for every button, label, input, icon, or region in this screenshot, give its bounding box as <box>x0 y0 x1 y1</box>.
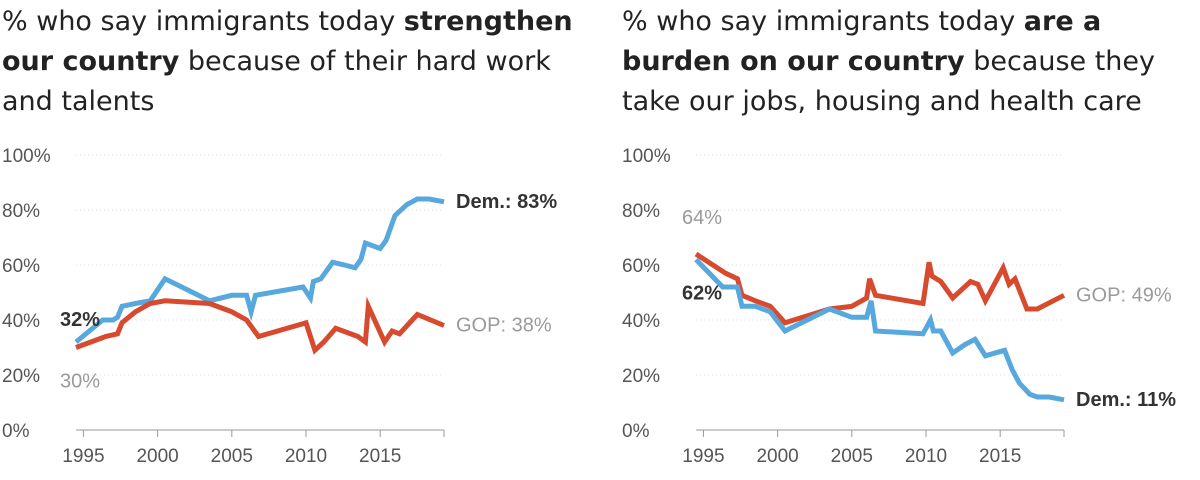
x-tick-label: 2000 <box>756 446 798 467</box>
label-gop-start: 30% <box>60 371 100 393</box>
line-chart-strengthen: 0% 20% 40% 60% 80% 100% 1995 2000 2005 2010 2015 30… <box>2 146 557 467</box>
label-dem-end: Dem.: 83% <box>456 191 557 213</box>
label-gop-end: GOP: 38% <box>456 315 552 337</box>
title-part: because they take our jobs, housing and … <box>622 46 1155 117</box>
left-chart-panel: % who say immigrants today strengthen ou… <box>2 2 592 467</box>
label-dem-end: Dem.: 11% <box>1076 389 1176 411</box>
label-dem-start: 32% <box>60 309 100 331</box>
y-tick-label: 20% <box>622 366 660 387</box>
chart-title: % who say immigrants today strengthen ou… <box>2 2 592 122</box>
label-dem-start: 62% <box>682 283 722 305</box>
y-tick-label: 80% <box>2 201 40 222</box>
x-tick-label: 2005 <box>831 446 873 467</box>
y-tick-label: 0% <box>622 421 650 442</box>
y-tick-label: 0% <box>2 421 30 442</box>
line-chart-burden: 0% 20% 40% 60% 80% 100% 1995 2000 2005 2010 2015 64… <box>622 146 1176 467</box>
label-gop-start: 64% <box>682 207 722 229</box>
y-tick-label: 60% <box>622 256 660 277</box>
title-part: because of their hard work and talents <box>2 46 551 117</box>
series-line-dem <box>74 196 445 344</box>
y-tick-label: 80% <box>622 201 660 222</box>
series-line-dem <box>694 257 1065 403</box>
y-tick-label: 100% <box>2 146 51 167</box>
y-tick-label: 100% <box>622 146 671 167</box>
x-tick-label: 2005 <box>211 446 253 467</box>
x-tick-label: 2015 <box>979 446 1021 467</box>
y-tick-label: 40% <box>622 311 660 332</box>
series-line-gop <box>75 296 445 355</box>
title-part: % who say immigrants today <box>2 6 404 37</box>
y-tick-label: 60% <box>2 256 40 277</box>
x-tick-label: 2000 <box>136 446 178 467</box>
label-gop-end: GOP: 49% <box>1076 284 1172 306</box>
right-chart-panel: % who say immigrants today are a burden … <box>620 0 1200 480</box>
title-part-bold: strengthen our country <box>2 6 573 77</box>
x-tick-label: 2010 <box>285 446 327 467</box>
title-part-bold: are a burden on our country <box>622 6 1102 77</box>
x-tick-label: 1995 <box>682 446 724 467</box>
x-tick-label: 2015 <box>359 446 401 467</box>
title-part: % who say immigrants today <box>622 6 1024 37</box>
x-tick-label: 1995 <box>62 446 104 467</box>
series-line-gop <box>694 251 1066 326</box>
x-tick-label: 2010 <box>905 446 947 467</box>
chart-title: % who say immigrants today are a burden … <box>622 2 1200 122</box>
y-tick-label: 40% <box>2 311 40 332</box>
y-tick-label: 20% <box>2 366 40 387</box>
